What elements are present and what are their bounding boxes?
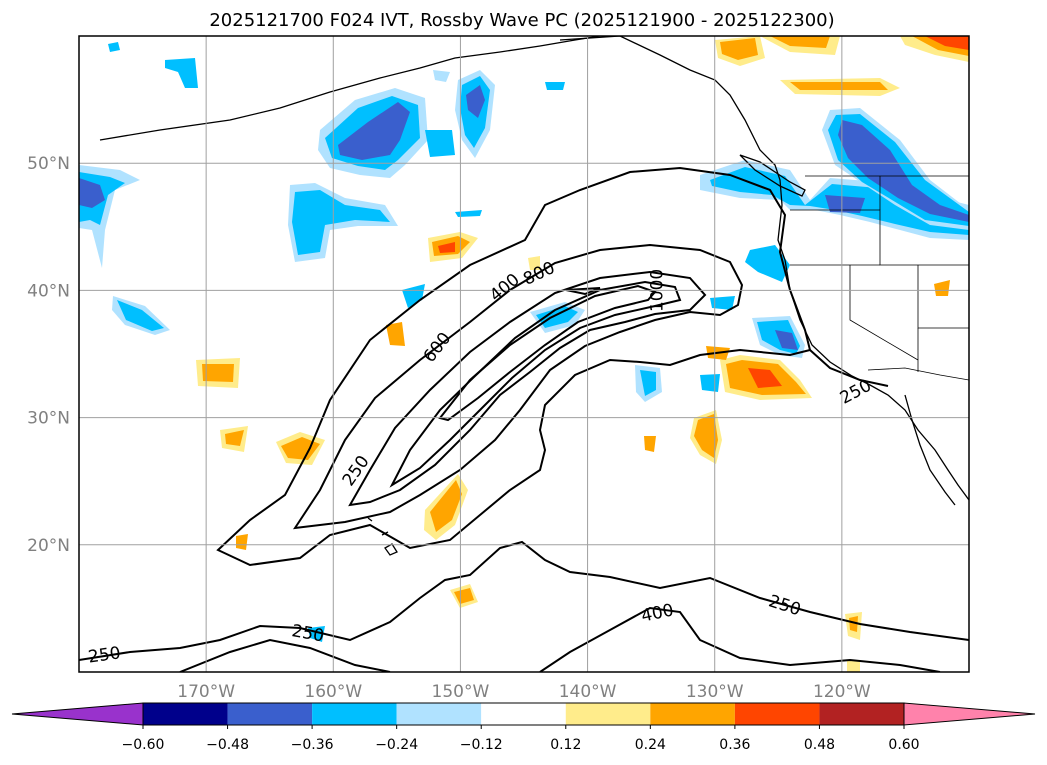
alaska-peninsula-coast [559, 36, 969, 501]
negative-anomaly-shading [79, 42, 969, 642]
colorbar-segment [227, 703, 313, 725]
ivt-contours [79, 166, 969, 672]
anomaly-region [455, 210, 482, 217]
colorbar-extend-min [11, 702, 144, 726]
anomaly-region [386, 322, 405, 346]
vancouver-island [739, 154, 806, 197]
ivt-contour-250-outer [809, 349, 889, 387]
colorbar: −0.60 −0.48 −0.36 −0.24 −0.12 0.12 0.24 0.36 0.4… [11, 702, 1036, 753]
baja-coast [904, 394, 956, 506]
colorbar-segment [396, 703, 482, 725]
anomaly-region [202, 364, 234, 382]
anomaly-region [79, 178, 105, 208]
colorbar-tick-label: −0.24 [375, 737, 418, 753]
colorbar-tick-label: 0.48 [804, 737, 835, 753]
colorbar-tick-label: −0.60 [122, 737, 165, 753]
colorbar-segment [312, 703, 397, 725]
anomaly-region [775, 330, 798, 350]
lat-tick-label: 30°N [27, 409, 70, 429]
anomaly-region [770, 36, 830, 48]
anomaly-region [745, 245, 790, 282]
colorbar-tick-label: −0.36 [291, 737, 334, 753]
ivt-contour-250-south [79, 540, 969, 661]
anomaly-region [225, 430, 244, 446]
ivt-contour-1000 [438, 284, 657, 422]
anomaly-region [925, 36, 969, 50]
colorbar-tick-label: 0.36 [719, 737, 750, 753]
anomaly-region [430, 480, 462, 532]
anomaly-region [281, 437, 320, 460]
anomaly-region [165, 58, 198, 88]
graticule [79, 36, 969, 672]
colorbar-segment [481, 703, 566, 725]
contour-label: 1000 [648, 269, 668, 312]
mexico-border [867, 367, 969, 381]
lat-tick-label: 20°N [27, 536, 70, 556]
anomaly-region [847, 660, 860, 672]
anomaly-region [640, 370, 656, 396]
lon-tick-label: 130°W [686, 682, 744, 702]
colorbar-tick-label: 0.60 [888, 737, 919, 753]
colorbar-segment [143, 703, 228, 725]
anomaly-region [433, 70, 450, 82]
anomaly-region [790, 82, 888, 90]
contour-label: 250 [87, 643, 122, 667]
ivt-contour-400 [292, 243, 744, 530]
ivt-contour-400-south [179, 606, 941, 672]
anomaly-region [292, 190, 390, 255]
colorbar-extend-max [903, 702, 1036, 726]
axis-tick-labels: 170°W 160°W 150°W 140°W 130°W 120°W 20°N 30°N 40… [27, 154, 871, 702]
anomaly-region [236, 534, 248, 550]
ivt-contour-600 [348, 270, 707, 507]
anomaly-region [825, 195, 865, 213]
alaska-coastline [99, 36, 601, 141]
anomaly-region [466, 85, 485, 118]
colorbar-tick-label: −0.12 [460, 737, 503, 753]
ivt-contour-1000-inner [565, 287, 601, 296]
lon-tick-label: 160°W [304, 682, 362, 702]
lon-tick-label: 140°W [559, 682, 617, 702]
lat-tick-label: 40°N [27, 281, 70, 301]
anomaly-region [934, 280, 950, 296]
colorbar-tick-label: 0.12 [550, 737, 581, 753]
colorbar-segment [650, 703, 735, 725]
state-border [790, 209, 969, 266]
colorbar-segment [565, 703, 651, 725]
lat-tick-label: 50°N [27, 154, 70, 174]
lon-tick-label: 150°W [432, 682, 490, 702]
anomaly-region [700, 374, 720, 392]
anomaly-region [117, 300, 164, 331]
anomaly-region [694, 414, 718, 458]
state-border [849, 265, 919, 361]
anomaly-region [710, 296, 735, 310]
land-outlines [99, 36, 969, 556]
colorbar-tick-label: 0.24 [635, 737, 666, 753]
lon-tick-label: 120°W [813, 682, 871, 702]
anomaly-region [454, 588, 474, 604]
anomaly-region [528, 256, 540, 270]
anomaly-region [720, 38, 758, 60]
figure-title: 2025121700 F024 IVT, Rossby Wave PC (202… [209, 10, 834, 31]
anomaly-region [644, 436, 656, 452]
anomaly-region [425, 130, 455, 157]
anomaly-region [748, 368, 782, 388]
colorbar-segment [734, 703, 820, 725]
anomaly-region [438, 242, 455, 253]
state-borders [790, 175, 969, 381]
colorbar-tick-label: −0.48 [206, 737, 249, 753]
lon-tick-label: 170°W [177, 682, 235, 702]
anomaly-region [108, 42, 120, 52]
map-frame [78, 35, 970, 673]
colorbar-frame [142, 702, 905, 726]
positive-anomaly-shading [196, 36, 969, 672]
anomaly-region [838, 120, 969, 222]
anomaly-region [545, 82, 565, 90]
anomaly-region [338, 102, 410, 160]
anomaly-region [536, 306, 578, 328]
colorbar-segment [819, 703, 904, 725]
anomaly-region [849, 616, 858, 632]
ivt-contour-250 [216, 166, 812, 567]
